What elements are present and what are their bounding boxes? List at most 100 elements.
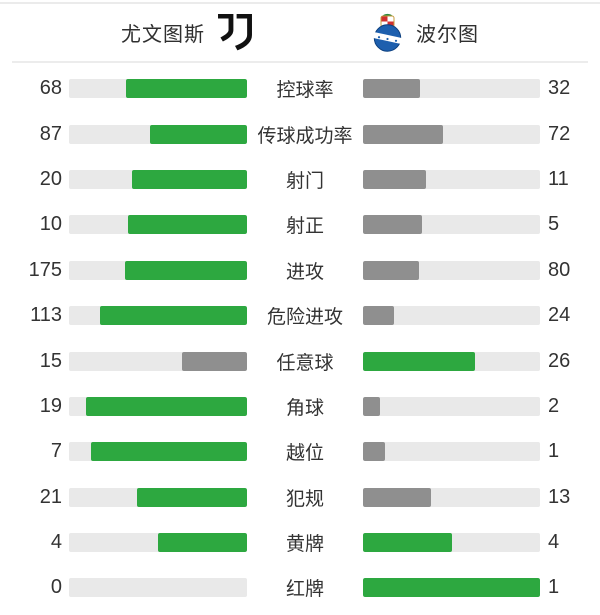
home-value: 20 [39, 167, 62, 190]
stat-row: 20 射门 11 [0, 157, 600, 202]
away-value: 32 [548, 77, 571, 100]
home-bar-fill [124, 260, 247, 280]
home-bar [69, 396, 247, 416]
stat-row: 7 越位 1 [0, 429, 600, 474]
home-bar-fill [181, 351, 247, 371]
home-bar [69, 124, 247, 144]
top-divider [0, 2, 600, 4]
home-bar [69, 215, 247, 235]
stat-label: 射门 [285, 170, 324, 192]
home-value: 4 [50, 531, 62, 554]
home-team: 尤文图斯 [121, 13, 253, 52]
stat-label: 红牌 [285, 579, 324, 601]
porto-crest-icon [371, 13, 404, 53]
home-value: 175 [28, 258, 62, 281]
away-bar [363, 396, 540, 416]
stat-row: 19 角球 2 [0, 384, 600, 429]
away-bar-fill [363, 260, 419, 280]
home-bar [69, 578, 247, 598]
away-value: 2 [548, 394, 560, 417]
away-bar [363, 79, 540, 99]
stat-label: 黄牌 [285, 534, 324, 556]
home-bar-fill [91, 442, 247, 462]
stat-row: 21 犯规 13 [0, 475, 600, 520]
away-bar-fill [363, 124, 444, 144]
away-bar [363, 306, 540, 326]
stat-row: 10 射正 5 [0, 202, 600, 247]
away-value: 11 [548, 167, 569, 190]
stat-label: 危险进攻 [266, 307, 343, 329]
match-header: 尤文图斯 波尔图 [0, 4, 600, 61]
away-value: 26 [548, 349, 571, 372]
header-divider [12, 61, 588, 63]
away-bar-fill [363, 215, 422, 235]
away-bar-fill [363, 578, 540, 598]
home-value: 7 [50, 440, 62, 463]
home-value: 87 [39, 122, 62, 145]
away-bar [363, 124, 540, 144]
home-bar [69, 260, 247, 280]
stat-row: 4 黄牌 4 [0, 520, 600, 565]
away-value: 5 [548, 213, 560, 236]
home-value: 15 [39, 349, 62, 372]
away-bar [363, 215, 540, 235]
home-value: 113 [30, 304, 62, 327]
away-bar-fill [363, 487, 431, 507]
home-bar [69, 533, 247, 553]
stat-row: 113 危险进攻 24 [0, 293, 600, 338]
juventus-logo-icon [217, 13, 253, 52]
away-value: 1 [548, 440, 560, 463]
away-value: 4 [548, 531, 560, 554]
away-bar [363, 578, 540, 598]
away-value: 13 [548, 485, 571, 508]
away-bar-fill [363, 351, 476, 371]
away-bar-fill [363, 396, 380, 416]
home-bar-fill [85, 396, 247, 416]
home-team-name: 尤文图斯 [121, 24, 205, 46]
home-bar-fill [132, 169, 247, 189]
home-value: 0 [50, 576, 62, 599]
stat-row: 68 控球率 32 [0, 66, 600, 111]
stat-label: 任意球 [276, 352, 334, 374]
home-value: 21 [39, 485, 62, 508]
home-bar [69, 351, 247, 371]
away-bar [363, 169, 540, 189]
stat-label: 犯规 [285, 488, 324, 510]
home-value: 68 [39, 77, 62, 100]
away-bar-fill [363, 79, 420, 99]
stats-list: 68 控球率 32 87 传球成功率 72 20 射门 11 10 射正 5 1… [0, 63, 600, 611]
stat-label: 射正 [285, 216, 324, 238]
away-team: 波尔图 [371, 13, 479, 53]
away-value: 72 [548, 122, 571, 145]
home-bar-fill [158, 533, 247, 553]
stat-label: 角球 [285, 397, 324, 419]
home-bar [69, 169, 247, 189]
stat-row: 87 传球成功率 72 [0, 111, 600, 156]
home-value: 19 [39, 394, 62, 417]
home-bar-fill [100, 306, 247, 326]
home-bar-fill [149, 124, 247, 144]
stat-row: 0 红牌 1 [0, 565, 600, 610]
home-bar [69, 442, 247, 462]
away-bar [363, 351, 540, 371]
away-team-name: 波尔图 [416, 24, 479, 46]
home-bar-fill [137, 487, 247, 507]
stat-row: 15 任意球 26 [0, 338, 600, 383]
stat-label: 控球率 [276, 80, 334, 102]
away-value: 80 [548, 258, 571, 281]
away-value: 1 [548, 576, 560, 599]
away-bar-fill [363, 442, 386, 462]
away-bar-fill [363, 169, 426, 189]
home-bar [69, 79, 247, 99]
away-bar [363, 487, 540, 507]
stat-label: 传球成功率 [257, 125, 353, 147]
away-bar [363, 533, 540, 553]
away-bar [363, 260, 540, 280]
away-bar-fill [363, 306, 394, 326]
home-bar [69, 487, 247, 507]
away-bar-fill [363, 533, 452, 553]
stat-row: 175 进攻 80 [0, 248, 600, 293]
stat-label: 进攻 [285, 261, 324, 283]
home-value: 10 [39, 213, 62, 236]
home-bar-fill [125, 79, 247, 99]
